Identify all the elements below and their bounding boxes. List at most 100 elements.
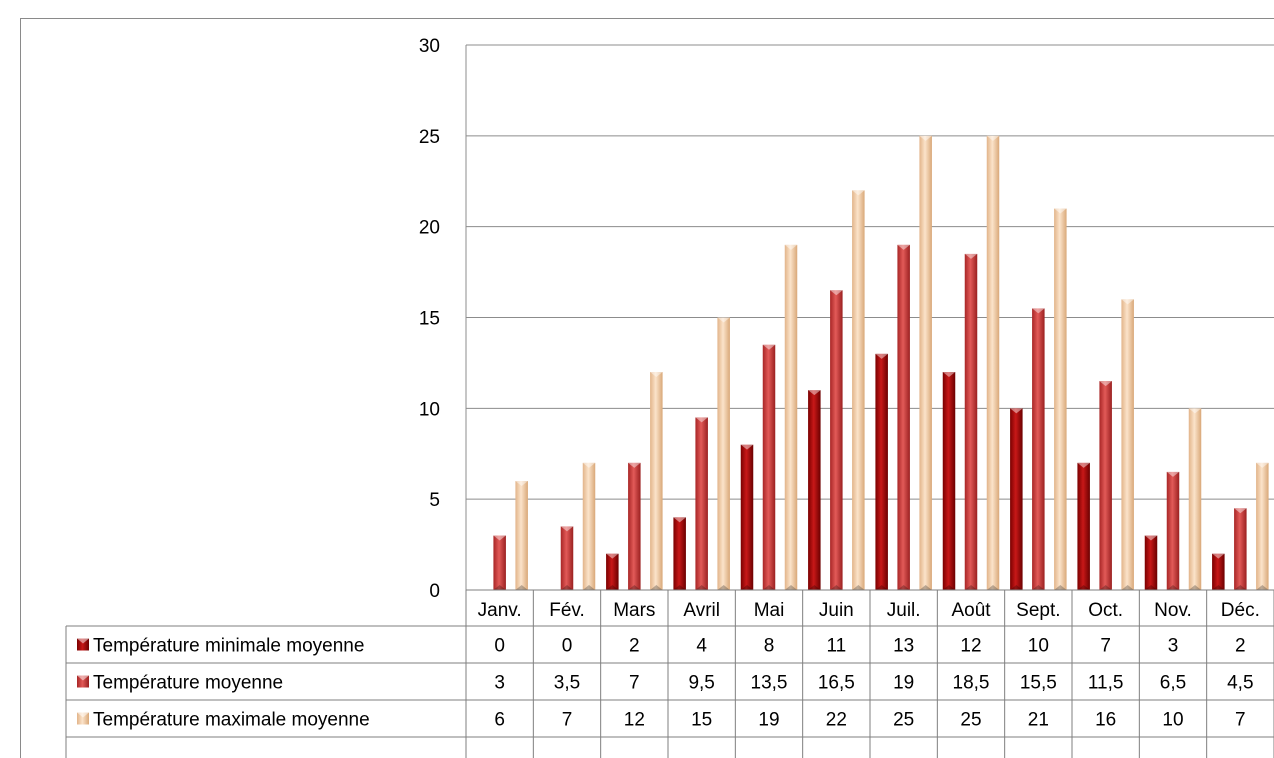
- data-cell: 2: [629, 636, 640, 657]
- data-cell: 6: [494, 710, 505, 731]
- bar: [1054, 208, 1067, 590]
- bar: [1032, 308, 1045, 590]
- x-tick-label: Oct.: [1088, 600, 1123, 621]
- data-cell: 4,5: [1227, 673, 1253, 694]
- bar: [650, 372, 663, 590]
- data-cell: 3: [1168, 636, 1179, 657]
- bar: [830, 290, 843, 590]
- x-tick-label: Avril: [683, 600, 720, 621]
- data-cell: 7: [629, 673, 640, 694]
- bar: [852, 190, 865, 591]
- data-cell: 19: [758, 710, 779, 731]
- data-table: Janv. Fév. Mars Avril Mai Juin Juil. Août Sept. O…: [65, 589, 1274, 758]
- bar: [1166, 471, 1180, 590]
- bar: [1077, 462, 1090, 590]
- y-tick-label: 20: [419, 218, 440, 239]
- bar: [740, 444, 754, 590]
- data-cell: 11,5: [1088, 673, 1124, 694]
- bar: [1121, 299, 1134, 590]
- data-cell: 9,5: [688, 673, 714, 694]
- data-cell: 4: [696, 636, 707, 657]
- bar: [919, 135, 932, 591]
- legend-label: Température maximale moyenne: [93, 710, 370, 731]
- bar: [717, 317, 730, 590]
- bar: [1212, 553, 1225, 590]
- data-cell: 25: [893, 710, 914, 731]
- data-cell: 10: [1162, 710, 1183, 731]
- bar: [560, 526, 574, 590]
- data-cell: 0: [494, 636, 505, 657]
- bar: [1144, 535, 1158, 590]
- x-tick-label: Mai: [754, 600, 785, 621]
- x-tick-label: Nov.: [1154, 600, 1192, 621]
- data-cell: 12: [624, 710, 645, 731]
- chart-frame: [20, 18, 1274, 758]
- gridlines: [465, 44, 1274, 590]
- bar: [515, 481, 528, 590]
- x-tick-label: Juil.: [887, 600, 921, 621]
- legend-label: Température moyenne: [93, 673, 283, 694]
- legend-key: [77, 712, 89, 725]
- data-cell: 3,5: [554, 673, 580, 694]
- x-tick-label: Fév.: [549, 600, 585, 621]
- x-tick-label: Sept.: [1016, 600, 1060, 621]
- data-cell: 21: [1028, 710, 1049, 731]
- bar: [942, 372, 956, 590]
- bar: [784, 244, 798, 591]
- data-cell: 6,5: [1160, 673, 1186, 694]
- bar: [673, 517, 686, 590]
- x-tick-label: Déc.: [1221, 600, 1260, 621]
- y-tick-label: 5: [429, 490, 440, 511]
- data-cell: 2: [1235, 636, 1246, 657]
- bar: [1234, 508, 1247, 590]
- bar: [762, 344, 776, 590]
- data-cell: 15: [691, 710, 712, 731]
- bar: [897, 244, 910, 591]
- bars: [493, 135, 1269, 591]
- data-cell: 15,5: [1020, 673, 1057, 694]
- data-cell: 18,5: [953, 673, 990, 694]
- bar: [628, 462, 641, 590]
- data-cell: 12: [960, 636, 981, 657]
- bar: [606, 553, 619, 590]
- data-cell: 25: [960, 710, 981, 731]
- bar: [695, 417, 708, 590]
- data-cell: 11: [826, 636, 846, 657]
- bar: [1188, 408, 1202, 590]
- bar: [582, 462, 596, 590]
- x-tick-label: Juin: [819, 600, 854, 621]
- data-cell: 16: [1095, 710, 1116, 731]
- data-cell: 3: [494, 673, 505, 694]
- x-tick-label: Janv.: [478, 600, 522, 621]
- bar: [1010, 408, 1023, 590]
- data-cell: 22: [826, 710, 847, 731]
- bar: [493, 535, 506, 590]
- y-tick-label: 30: [419, 36, 440, 57]
- data-cell: 19: [893, 673, 914, 694]
- bar: [808, 390, 821, 590]
- data-cell: 0: [562, 636, 573, 657]
- bar: [1256, 462, 1269, 590]
- y-tick-label: 15: [419, 309, 440, 330]
- y-tick-label: 25: [419, 127, 440, 148]
- data-cell: 13,5: [751, 673, 788, 694]
- data-cell: 7: [562, 710, 573, 731]
- data-cell: 10: [1028, 636, 1049, 657]
- x-tick-label: Août: [951, 600, 991, 621]
- legend-key: [77, 675, 89, 688]
- bar: [986, 135, 1000, 591]
- data-cell: 7: [1235, 710, 1246, 731]
- data-cell: 16,5: [818, 673, 855, 694]
- bar: [875, 353, 888, 590]
- legend-label: Température minimale moyenne: [93, 636, 364, 657]
- y-tick-label: 0: [429, 581, 440, 602]
- x-tick-label: Mars: [613, 600, 655, 621]
- data-cell: 13: [893, 636, 914, 657]
- bar: [1099, 381, 1112, 590]
- bar: [964, 253, 978, 590]
- data-cell: 7: [1100, 636, 1111, 657]
- legend-key: [77, 638, 89, 651]
- y-tick-label: 10: [419, 399, 440, 420]
- data-cell: 8: [764, 636, 775, 657]
